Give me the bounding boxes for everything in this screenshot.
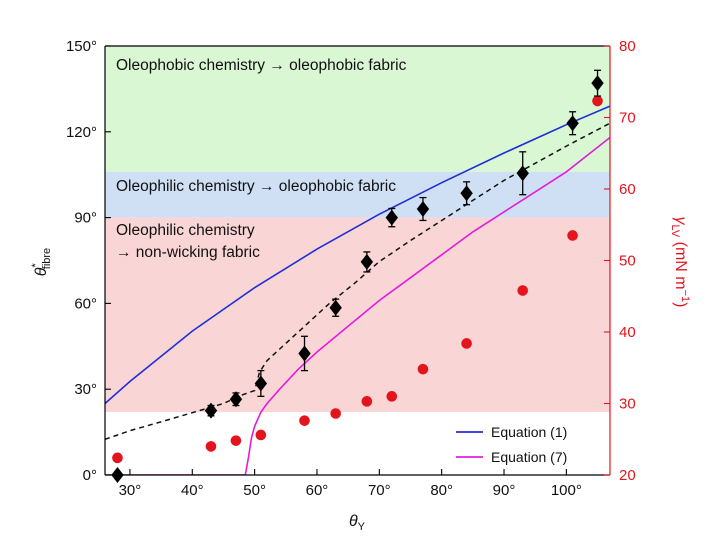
x-tick-label: 30° — [119, 482, 142, 499]
theta-point — [416, 201, 430, 218]
theta-point — [385, 209, 398, 226]
series-line-dashed — [105, 122, 610, 441]
series-line-equation-7 — [105, 136, 610, 475]
y-axis-title-left: θ*fibre — [30, 248, 53, 276]
right-tick-label: 70 — [619, 110, 636, 127]
gamma-point — [205, 441, 217, 452]
x-axis-title: θY — [349, 513, 366, 533]
legend-label-equation-7: Equation (7) — [491, 449, 567, 465]
theta-point — [254, 375, 268, 392]
region-band-2 — [105, 217, 610, 413]
region-label-nonwicking-line2: → non-wicking fabric — [116, 244, 260, 261]
theta-point — [329, 299, 342, 316]
markers — [111, 69, 604, 483]
theta-point — [360, 253, 374, 270]
theta-point — [298, 345, 311, 362]
gamma-point — [299, 415, 310, 426]
legend-label-equation-1: Equation (1) — [491, 424, 567, 440]
gamma-point — [567, 230, 578, 241]
x-tick-label: 70° — [368, 482, 391, 499]
curves — [105, 105, 610, 475]
gamma-point — [386, 391, 398, 402]
gamma-point — [517, 285, 529, 296]
x-tick-label: 80° — [430, 482, 453, 499]
x-tick-label: 40° — [181, 482, 204, 499]
gamma-point — [592, 95, 603, 107]
gamma-point — [330, 408, 341, 419]
region-labels: Oleophobic chemistry → oleophobic fabric… — [116, 57, 407, 261]
left-tick-label: 0° — [83, 467, 97, 484]
right-tick-label: 60 — [619, 181, 636, 198]
axes: 0° 30° 60° 90° 120° 150° 20 30 40 50 60 70 80 30° 40° 5… — [66, 38, 636, 499]
x-tick-label: 60° — [306, 482, 329, 499]
legend: Equation (1) Equation (7) — [456, 424, 567, 465]
x-tick-label: 90° — [493, 482, 516, 499]
theta-point — [566, 115, 579, 132]
x-tick-label: 50° — [243, 482, 266, 499]
region-label-nonwicking-line1: Oleophilic chemistry — [116, 222, 255, 239]
left-tick-label: 120° — [66, 124, 97, 141]
axis-titles: θY θ*fibre γLV (mN m−1) — [30, 217, 691, 533]
right-tick-label: 30 — [619, 396, 636, 413]
left-tick-label: 60° — [74, 295, 97, 312]
right-tick-label: 80 — [619, 38, 636, 55]
gamma-point — [112, 452, 123, 464]
gamma-point — [361, 396, 373, 407]
x-tick-label: 100° — [551, 482, 582, 499]
left-tick-label: 30° — [74, 381, 97, 398]
theta-point — [591, 75, 604, 92]
region-band-0 — [105, 46, 610, 172]
theta-point — [204, 402, 218, 419]
right-tick-label: 40 — [619, 324, 636, 341]
right-tick-label: 50 — [619, 253, 636, 270]
gamma-point — [230, 435, 242, 446]
series-line-equation-1 — [105, 105, 610, 405]
gamma-point — [417, 363, 429, 375]
theta-point — [229, 391, 243, 408]
region-label-oleophilic-oleophobic: Oleophilic chemistry → oleophobic fabric — [116, 178, 396, 195]
right-tick-label: 20 — [619, 467, 636, 484]
gamma-point — [255, 429, 267, 441]
region-label-oleophobic: Oleophobic chemistry → oleophobic fabric — [116, 57, 407, 74]
left-tick-label: 90° — [74, 210, 97, 227]
theta-point — [460, 185, 473, 202]
gamma-point — [461, 338, 472, 349]
theta-point — [516, 165, 529, 182]
y-axis-title-right: γLV (mN m−1) — [669, 217, 691, 308]
left-tick-label: 150° — [66, 38, 97, 55]
